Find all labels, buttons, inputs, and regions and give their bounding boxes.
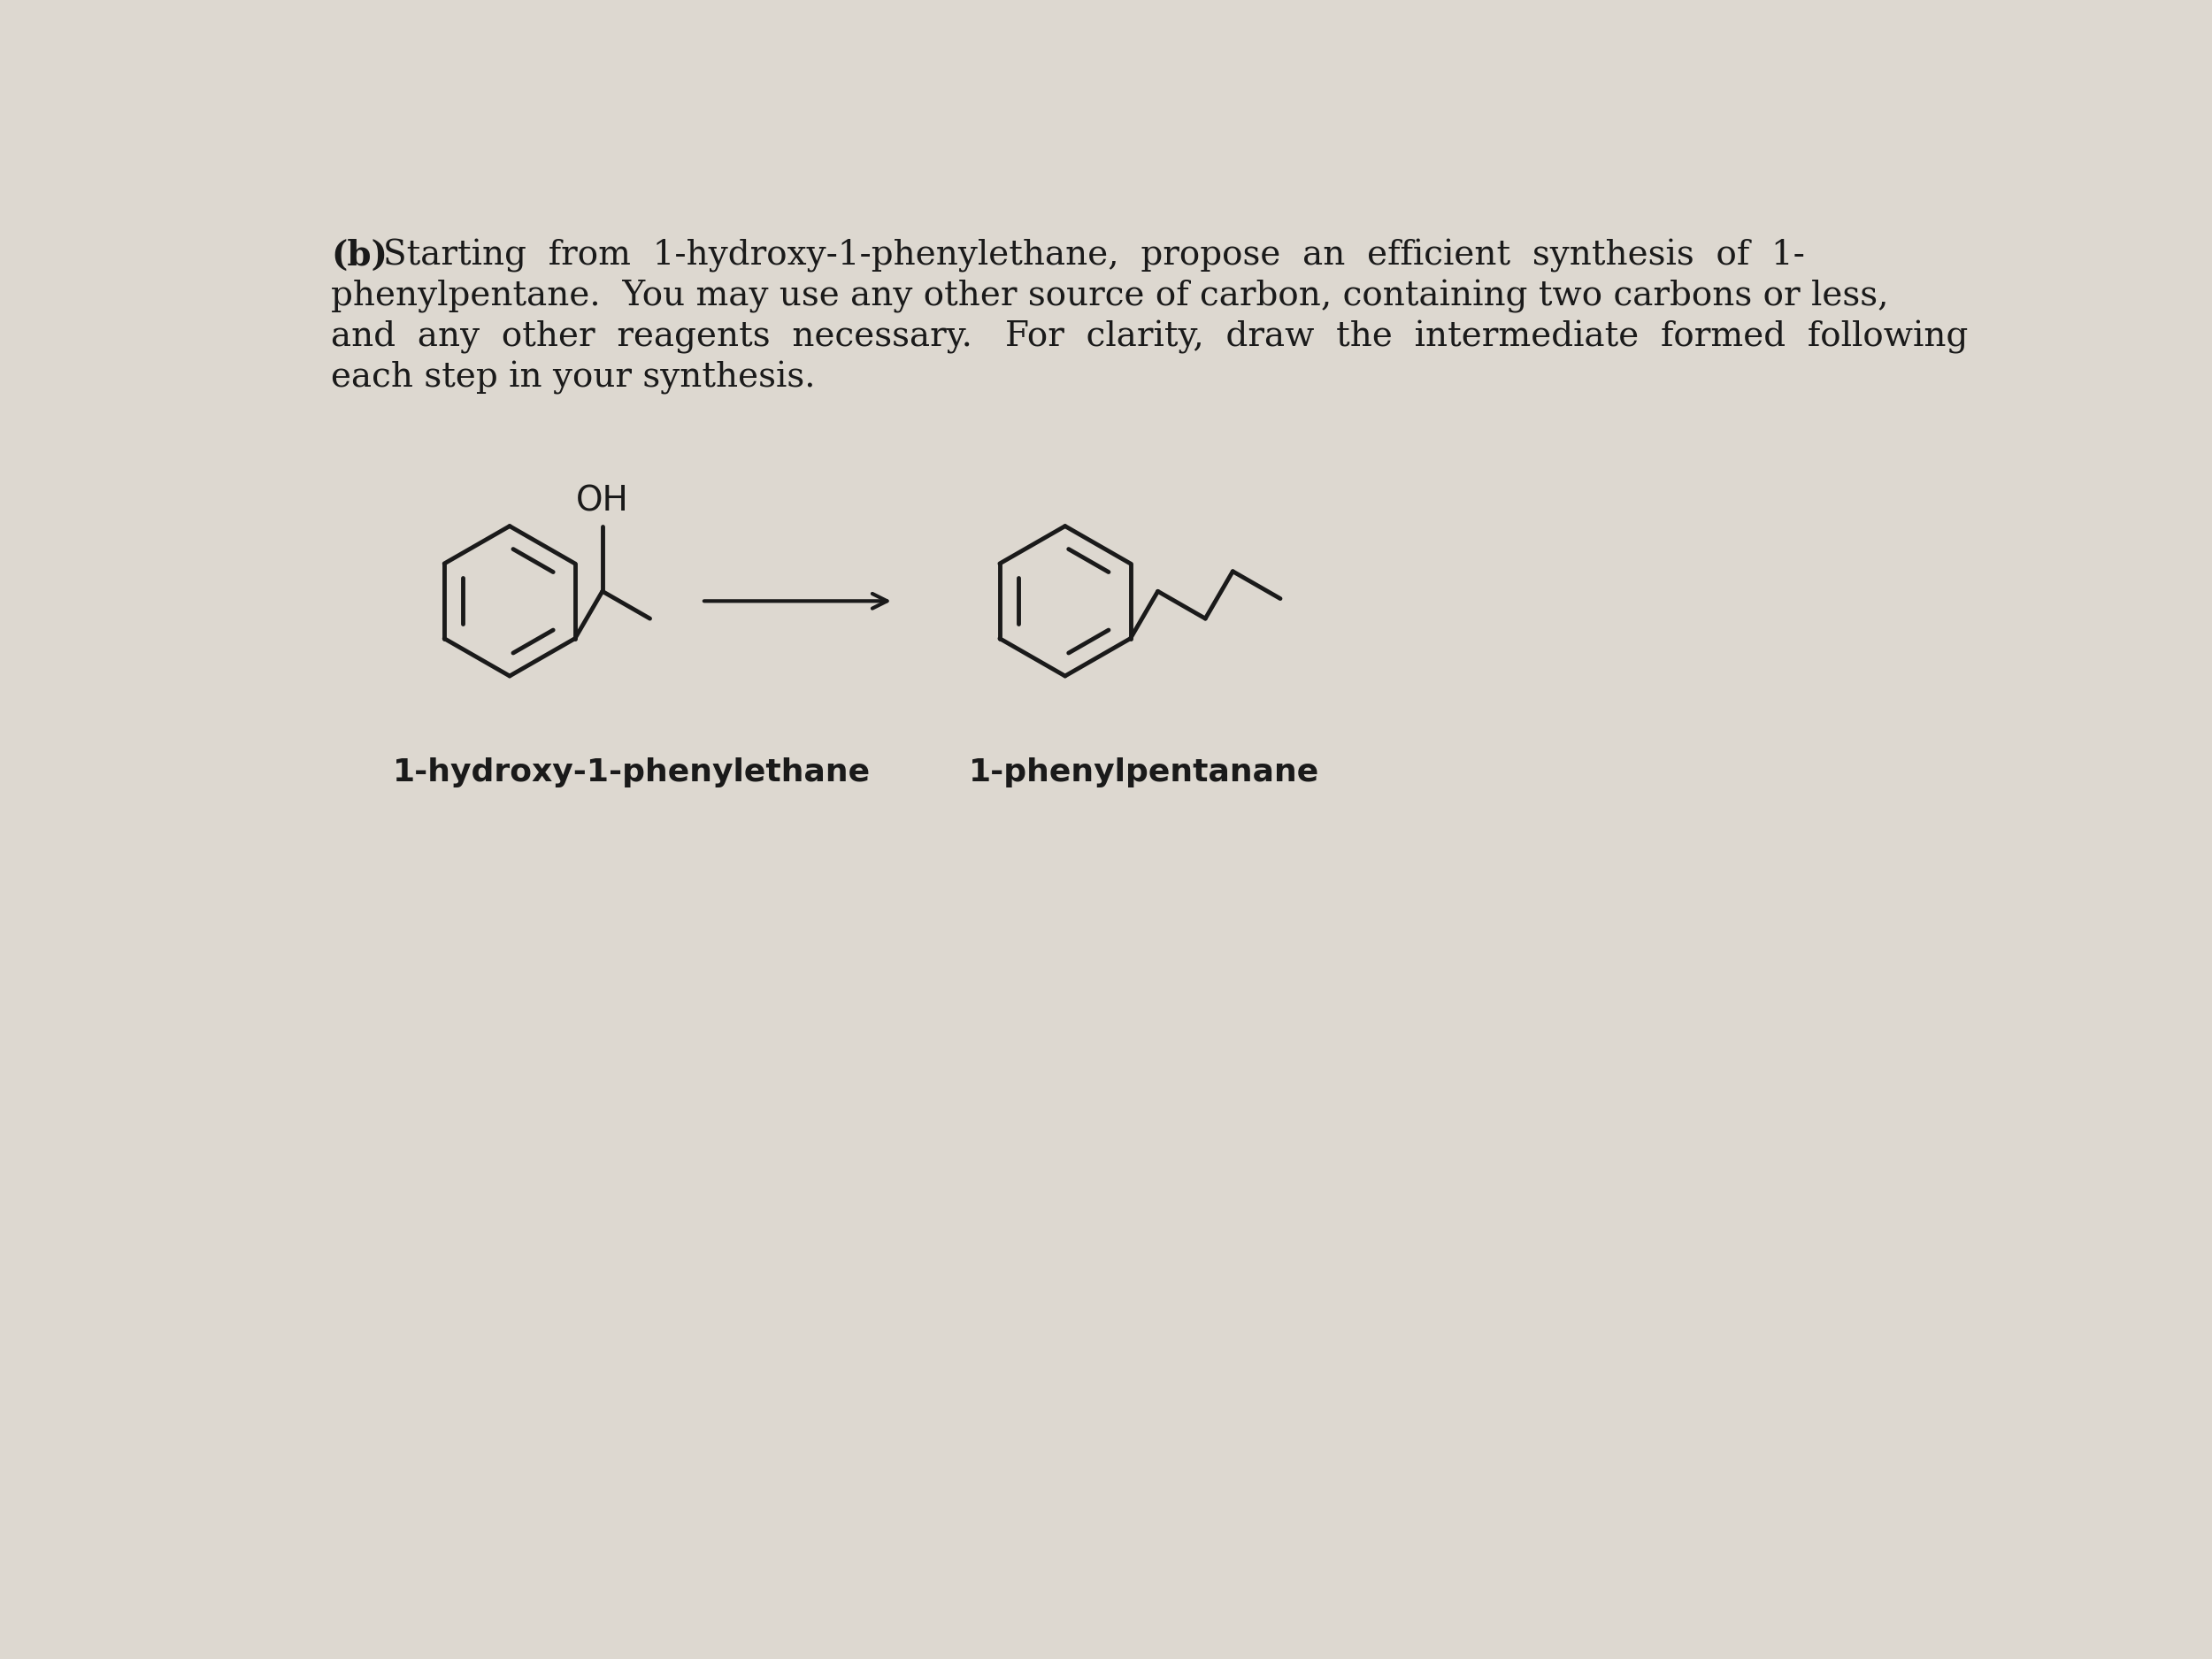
Text: Starting  from  1-hydroxy-1-phenylethane,  propose  an  efficient  synthesis  of: Starting from 1-hydroxy-1-phenylethane, … — [383, 239, 1805, 272]
Text: phenylpentane.  You may use any other source of carbon, containing two carbons o: phenylpentane. You may use any other sou… — [332, 279, 1889, 314]
Text: OH: OH — [575, 484, 628, 518]
Text: 1-phenylpentanane: 1-phenylpentanane — [969, 758, 1321, 788]
Text: 1-hydroxy-1-phenylethane: 1-hydroxy-1-phenylethane — [394, 758, 872, 788]
Text: each step in your synthesis.: each step in your synthesis. — [332, 362, 816, 395]
Text: (b): (b) — [332, 239, 387, 272]
Text: and  any  other  reagents  necessary.   For  clarity,  draw  the  intermediate  : and any other reagents necessary. For cl… — [332, 320, 1969, 353]
